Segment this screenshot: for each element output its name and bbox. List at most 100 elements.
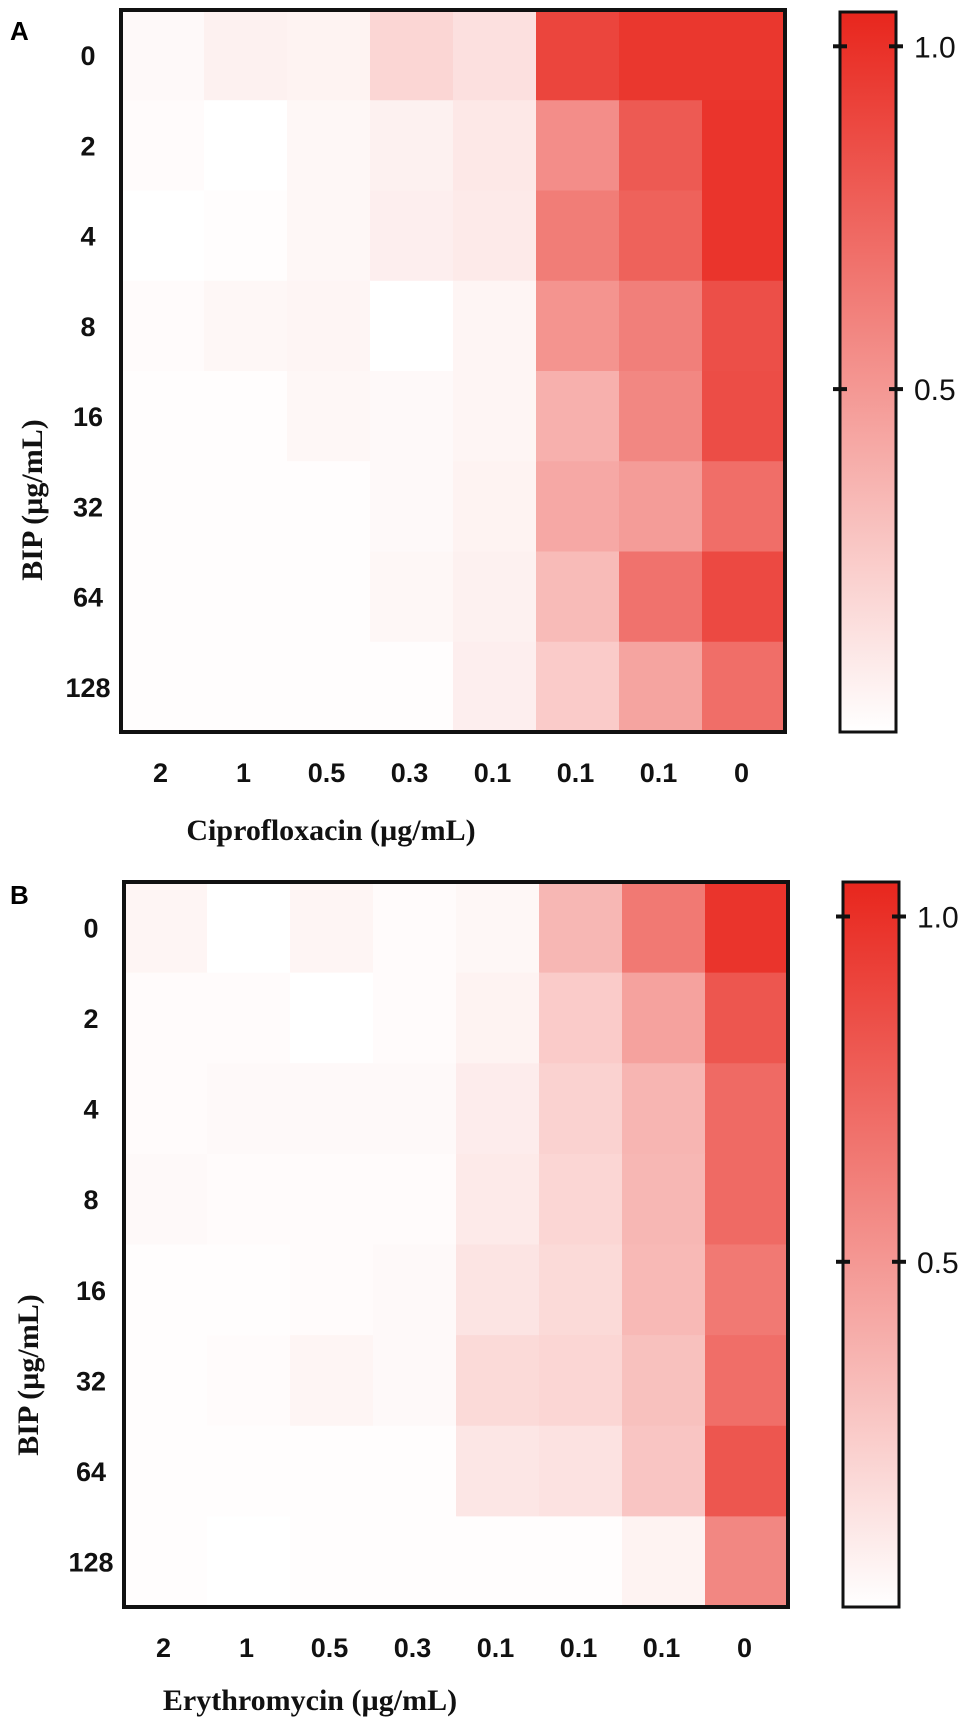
heatmap-cell xyxy=(536,10,620,101)
heatmap-cell xyxy=(204,461,288,553)
heatmap-cell xyxy=(456,1063,540,1155)
heatmap-cell xyxy=(536,190,620,282)
heatmap-cell xyxy=(207,1153,291,1246)
heatmap-cell xyxy=(453,371,537,462)
x-tick-label: 0.1 xyxy=(643,1633,681,1663)
heatmap-cell xyxy=(204,371,288,462)
x-tick-label: 0.1 xyxy=(474,758,512,788)
heatmap-cell xyxy=(536,280,620,372)
heatmap-cell xyxy=(373,1425,457,1517)
heatmap-cell xyxy=(619,641,703,733)
heatmap-cell xyxy=(290,1335,374,1427)
heatmap-chart-b: B 0 2 4 8 16 32 64 128 2 1 0.5 0.3 0.1 0.1 0.1 0 Eryth… xyxy=(10,880,959,1717)
heatmap-cell xyxy=(539,1335,623,1427)
y-tick-label: 2 xyxy=(80,131,95,161)
heatmap-cell xyxy=(619,461,703,553)
heatmap-cell xyxy=(536,371,620,462)
heatmap-cell xyxy=(287,461,371,553)
heatmap-cell xyxy=(702,641,786,733)
heatmap-cell xyxy=(705,1063,789,1155)
heatmap-cell xyxy=(207,882,291,974)
heatmap-cell xyxy=(370,461,454,553)
colorbar-tick-label: 1.0 xyxy=(914,31,956,64)
x-tick-label: 0.1 xyxy=(557,758,595,788)
heatmap-cell xyxy=(121,551,205,643)
x-tick-label: 0.1 xyxy=(640,758,678,788)
heatmap-panel-a: A 0 2 4 8 16 32 64 128 2 1 0.5 0.3 0.1 0.1 0.1 0 Cipro… xyxy=(0,0,975,860)
heatmap-cell xyxy=(290,972,374,1064)
heatmap-cell xyxy=(204,10,288,101)
heatmap-cell xyxy=(373,1063,457,1155)
heatmap-cell xyxy=(536,100,620,192)
heatmap-panel-b: B 0 2 4 8 16 32 64 128 2 1 0.5 0.3 0.1 0.1 0.1 0 Eryth… xyxy=(0,860,975,1721)
heatmap-cell xyxy=(453,551,537,643)
heatmap-cell xyxy=(622,1335,706,1427)
heatmap-cell xyxy=(204,190,288,282)
heatmap-cell xyxy=(121,641,205,733)
heatmap-cell xyxy=(702,100,786,192)
heatmap-cell xyxy=(453,10,537,101)
heatmap-cell xyxy=(453,100,537,192)
x-tick-label: 0.1 xyxy=(560,1633,598,1663)
heatmap-cell xyxy=(373,972,457,1064)
heatmap-cell xyxy=(207,1425,291,1517)
heatmap-cell xyxy=(539,1516,623,1608)
heatmap-cell xyxy=(370,371,454,462)
heatmap-cell xyxy=(370,100,454,192)
heatmap-cell xyxy=(453,280,537,372)
heatmap-cell xyxy=(373,1516,457,1608)
heatmap-cell xyxy=(539,1153,623,1246)
heatmap-cell xyxy=(124,1244,208,1336)
heatmap-cell xyxy=(207,1516,291,1608)
y-tick-label: 32 xyxy=(76,1366,106,1396)
x-tick-label: 2 xyxy=(156,1633,171,1663)
y-tick-label: 4 xyxy=(83,1095,98,1125)
heatmap-cell xyxy=(622,1516,706,1608)
heatmap-cell xyxy=(705,882,789,974)
heatmap-cell xyxy=(622,882,706,974)
y-tick-label: 2 xyxy=(83,1004,98,1034)
heatmap-cell xyxy=(456,882,540,974)
heatmap-cell xyxy=(290,1244,374,1336)
heatmap-cell xyxy=(619,280,703,372)
heatmap-cell xyxy=(373,882,457,974)
colorbar xyxy=(841,880,901,1609)
heatmap-cell xyxy=(290,1425,374,1517)
x-tick-label: 0.1 xyxy=(477,1633,515,1663)
x-tick-label: 0.3 xyxy=(394,1633,432,1663)
x-tick-label: 2 xyxy=(153,758,168,788)
heatmap-cell xyxy=(287,280,371,372)
panel-label: B xyxy=(10,880,29,910)
x-tick-label: 1 xyxy=(236,758,251,788)
heatmap-cell xyxy=(619,100,703,192)
y-tick-label: 8 xyxy=(83,1185,98,1215)
colorbar-tick-label: 1.0 xyxy=(917,902,959,935)
heatmap-cell xyxy=(207,1244,291,1336)
heatmap-cell xyxy=(204,100,288,192)
heatmap-cell xyxy=(124,882,208,974)
heatmap-cell xyxy=(370,190,454,282)
heatmap-cell xyxy=(121,190,205,282)
y-axis-title: BIP (µg/mL) xyxy=(16,419,49,580)
colorbar-ticks: 0.5 1.0 xyxy=(836,902,959,1280)
x-tick-label: 0.5 xyxy=(308,758,346,788)
y-tick-label: 32 xyxy=(73,492,103,522)
plot-frame xyxy=(119,8,787,734)
heatmap-cell xyxy=(121,10,205,101)
heatmap-cell xyxy=(536,551,620,643)
heatmap-cell xyxy=(290,1063,374,1155)
x-axis-title: Ciprofloxacin (µg/mL) xyxy=(186,814,475,847)
heatmap-chart-a: A 0 2 4 8 16 32 64 128 2 1 0.5 0.3 0.1 0.1 0.1 0 Cipro… xyxy=(10,8,956,847)
heatmap-cell xyxy=(705,1516,789,1608)
heatmap-cell xyxy=(290,882,374,974)
heatmap-cell xyxy=(456,1516,540,1608)
x-tick-label: 0 xyxy=(734,758,749,788)
heatmap-cell xyxy=(290,1516,374,1608)
x-tick-label: 1 xyxy=(239,1633,254,1663)
heatmap-cell xyxy=(539,972,623,1064)
heatmap-cell xyxy=(370,641,454,733)
colorbar-tick-label: 0.5 xyxy=(917,1247,959,1280)
heatmap-cell xyxy=(373,1244,457,1336)
heatmap-cell xyxy=(702,280,786,372)
x-axis-title: Erythromycin (µg/mL) xyxy=(163,1684,457,1717)
